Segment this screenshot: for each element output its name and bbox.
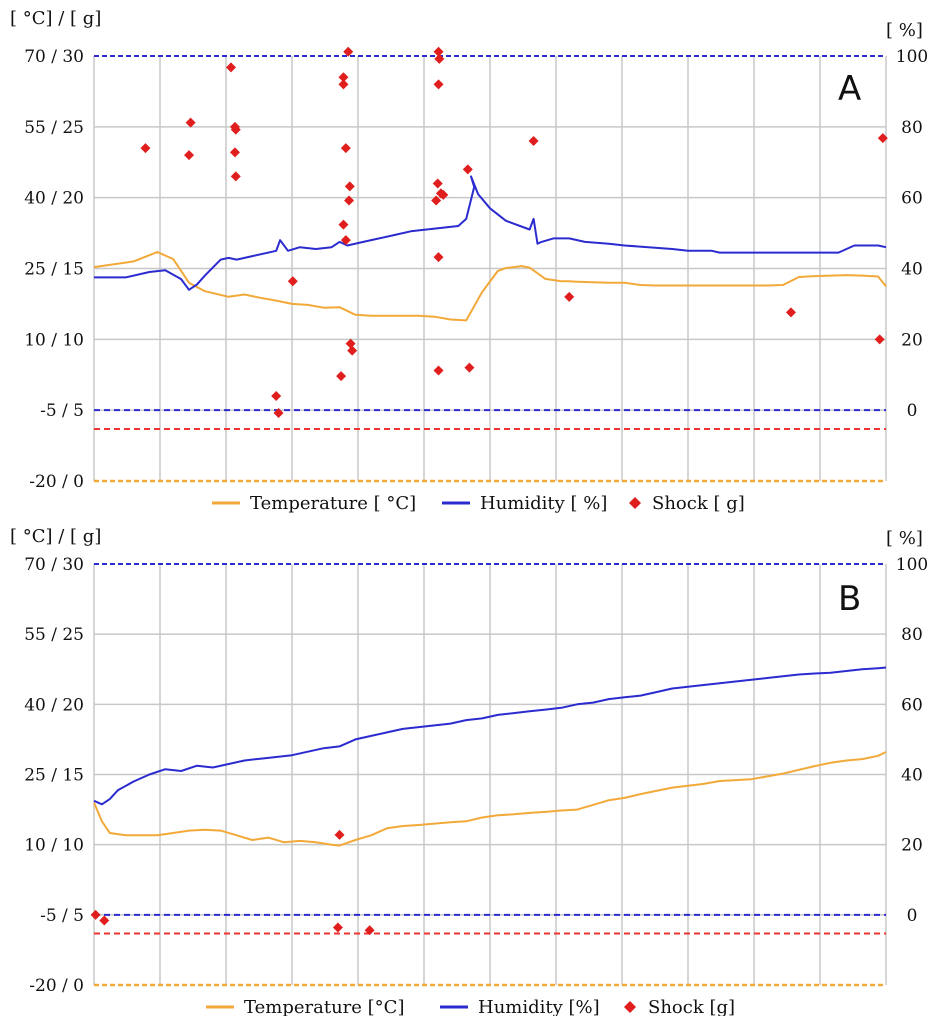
temperature-series-line	[93, 251, 887, 322]
right-axis-label: [ %]	[886, 20, 923, 41]
left-tick-label: -5 / 5	[40, 401, 84, 421]
left-tick-label: 70 / 30	[24, 555, 84, 575]
shock-point	[229, 121, 240, 132]
legend-humidity-label: Humidity [%]	[478, 997, 600, 1016]
temperature-series-line	[93, 751, 887, 847]
shock-point	[229, 147, 240, 158]
shock-point	[433, 79, 444, 90]
chart-a-svg: [ °C] / [ g] [ %] A 70 / 30 55 / 25 40 / 2…	[10, 8, 927, 514]
legend-humidity-label: Humidity [ %]	[480, 493, 607, 514]
panel-label: B	[838, 579, 861, 619]
right-tick-label: 40	[901, 260, 923, 280]
left-tick-label: 25 / 15	[24, 260, 84, 280]
panel-label: A	[838, 69, 861, 109]
left-tick-label: 40 / 20	[24, 695, 84, 715]
shock-point	[336, 371, 347, 382]
left-axis-label: [ °C] / [ g]	[10, 526, 101, 547]
legend: Temperature [°C] Humidity [%] Shock [g]	[206, 997, 735, 1016]
legend-shock-label: Shock [g]	[648, 997, 735, 1016]
shock-point	[434, 53, 445, 64]
shock-point	[462, 164, 473, 175]
legend-shock-label: Shock [ g]	[652, 493, 745, 514]
legend-temperature-label: Temperature [°C]	[244, 997, 404, 1016]
right-tick-label: 60	[901, 695, 923, 715]
shock-point	[874, 334, 885, 345]
shock-point	[271, 391, 282, 401]
shock-point	[433, 365, 444, 376]
shock-point	[230, 171, 241, 182]
shock-point	[438, 189, 449, 200]
shock-point	[347, 345, 358, 356]
shock-point	[345, 338, 356, 349]
right-tick-label: 100	[896, 555, 927, 575]
shock-point	[226, 62, 237, 73]
shock-point	[785, 307, 796, 318]
right-tick-label: 100	[896, 47, 927, 67]
right-tick-label: 20	[901, 836, 923, 856]
left-tick-label: -20 / 0	[29, 472, 84, 492]
shock-point	[273, 408, 284, 418]
left-tick-label: 55 / 25	[24, 118, 84, 138]
left-tick-label: 10 / 10	[24, 330, 84, 350]
shock-point	[464, 362, 475, 373]
shock-point	[344, 195, 355, 206]
legend-shock-marker	[624, 1001, 636, 1013]
shock-point	[343, 46, 354, 57]
shock-point	[338, 219, 349, 230]
shock-point	[332, 922, 343, 933]
right-tick-label: 0	[907, 401, 918, 421]
shock-point	[432, 178, 443, 189]
shock-point	[184, 150, 195, 161]
chart-panel-a: [ °C] / [ g] [ %] A 70 / 30 55 / 25 40 / 2…	[10, 8, 927, 514]
shock-point	[877, 133, 888, 144]
shock-point	[185, 117, 196, 128]
right-tick-label: 40	[901, 766, 923, 786]
right-tick-label: 80	[901, 118, 923, 138]
shock-point	[344, 181, 355, 192]
left-axis-label: [ °C] / [ g]	[10, 8, 101, 29]
humidity-series-line	[93, 666, 887, 806]
shock-point	[433, 46, 444, 57]
right-tick-label: 80	[901, 625, 923, 645]
shock-point	[140, 143, 151, 154]
left-tick-label: 25 / 15	[24, 766, 84, 786]
left-tick-label: -20 / 0	[29, 976, 84, 996]
legend-shock-marker	[629, 497, 641, 509]
shock-point	[90, 909, 101, 920]
humidity-series-line	[94, 175, 887, 291]
left-tick-label: -5 / 5	[40, 906, 84, 926]
shock-point	[340, 143, 351, 154]
right-tick-label: 20	[901, 330, 923, 350]
shock-point	[431, 195, 442, 206]
shock-point	[433, 252, 444, 263]
left-tick-label: 70 / 30	[24, 47, 84, 67]
shock-point	[99, 915, 110, 926]
legend: Temperature [ °C] Humidity [ %] Shock [ …	[212, 493, 745, 514]
left-tick-label: 40 / 20	[24, 189, 84, 209]
shock-point	[338, 72, 349, 83]
shock-point	[334, 829, 345, 840]
right-tick-label: 60	[901, 189, 923, 209]
legend-temperature-label: Temperature [ °C]	[250, 493, 416, 514]
left-tick-label: 55 / 25	[24, 625, 84, 645]
shock-point	[340, 235, 351, 246]
right-tick-label: 0	[907, 906, 918, 926]
chart-b-svg: [ °C] / [ g] [ %] B 70 / 30 55 / 25 40 / 2…	[10, 526, 927, 1016]
chart-panel-b: [ °C] / [ g] [ %] B 70 / 30 55 / 25 40 / 2…	[0, 516, 927, 1016]
shock-point	[564, 291, 575, 302]
shock-point	[364, 925, 375, 936]
right-axis-label: [ %]	[886, 528, 923, 549]
shock-point	[287, 276, 298, 287]
left-tick-label: 10 / 10	[24, 836, 84, 856]
shock-point	[338, 79, 349, 90]
shock-point	[528, 136, 539, 146]
